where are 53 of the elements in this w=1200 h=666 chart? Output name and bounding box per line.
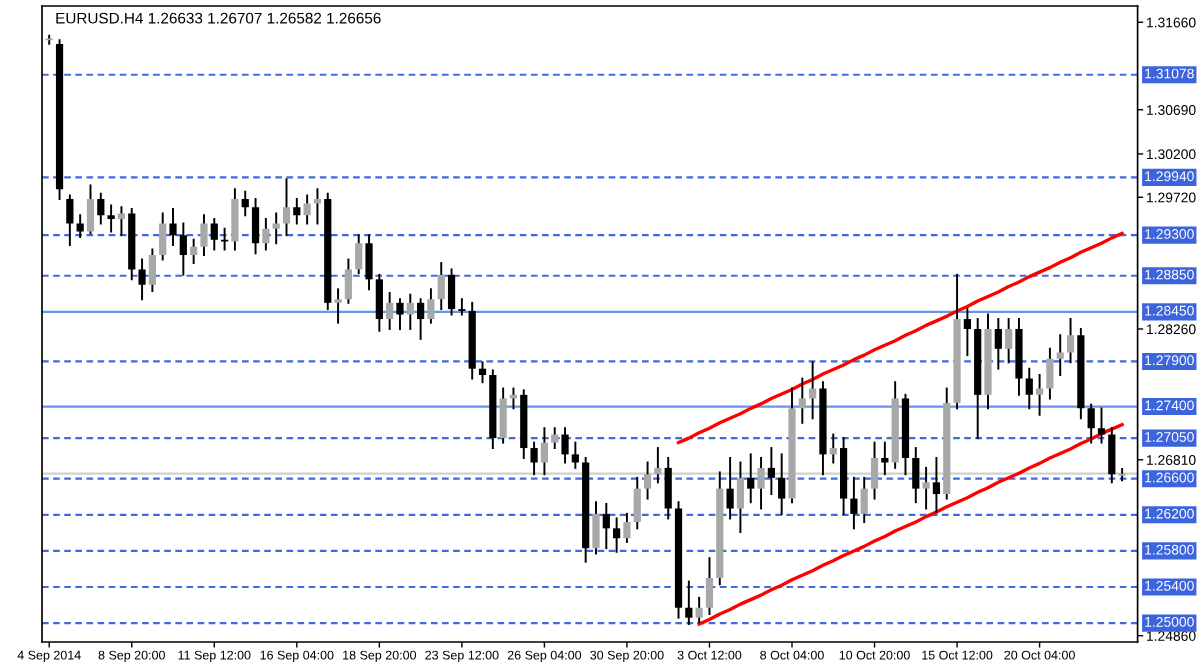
candlestick [66,194,74,247]
candlestick [912,447,920,504]
candlestick [654,447,662,484]
candlestick [994,318,1002,370]
candlestick [561,427,569,464]
candlestick [1025,367,1033,410]
candlestick [303,194,311,225]
candlestick [778,453,786,515]
candlestick [963,308,971,357]
candlestick [76,214,84,238]
candlestick [179,222,187,276]
candlestick [1108,427,1116,484]
candlestick [726,457,734,520]
candlestick [478,361,487,384]
candlestick [293,198,301,225]
candlestick [417,298,425,340]
candlestick [447,268,456,316]
candlestick [932,457,941,514]
candlestick [602,503,610,550]
candlestick [705,557,714,616]
candlestick [458,298,466,316]
candlestick [1097,407,1106,444]
candlestick [1118,468,1126,482]
candlestick [365,234,373,291]
candlestick [695,596,703,624]
candlestick [396,298,404,330]
candlestick [850,476,858,530]
candlestick [499,387,507,444]
candlestick [747,453,755,504]
candlestick [251,198,260,255]
candlestick [344,258,353,304]
candlestick [613,517,621,553]
candlestick [571,441,579,469]
candlestick [685,580,693,625]
candlestick [1046,347,1054,400]
candlestick [1056,334,1064,376]
candlestick [633,476,641,530]
candlestick [530,441,538,476]
line-series [697,422,1124,626]
candlestick [1087,403,1095,444]
candlestick [375,273,383,332]
candlestick [97,192,105,225]
candlestick [272,212,280,245]
candlestick [798,377,806,424]
candlestick [643,461,652,500]
line-series [676,231,1124,445]
candlestick [169,208,177,247]
candlestick [664,457,672,520]
candlestick [210,217,218,251]
candlestick [241,190,249,217]
candlestick [138,258,146,301]
candlestick [767,447,775,496]
candlestick [107,204,115,233]
